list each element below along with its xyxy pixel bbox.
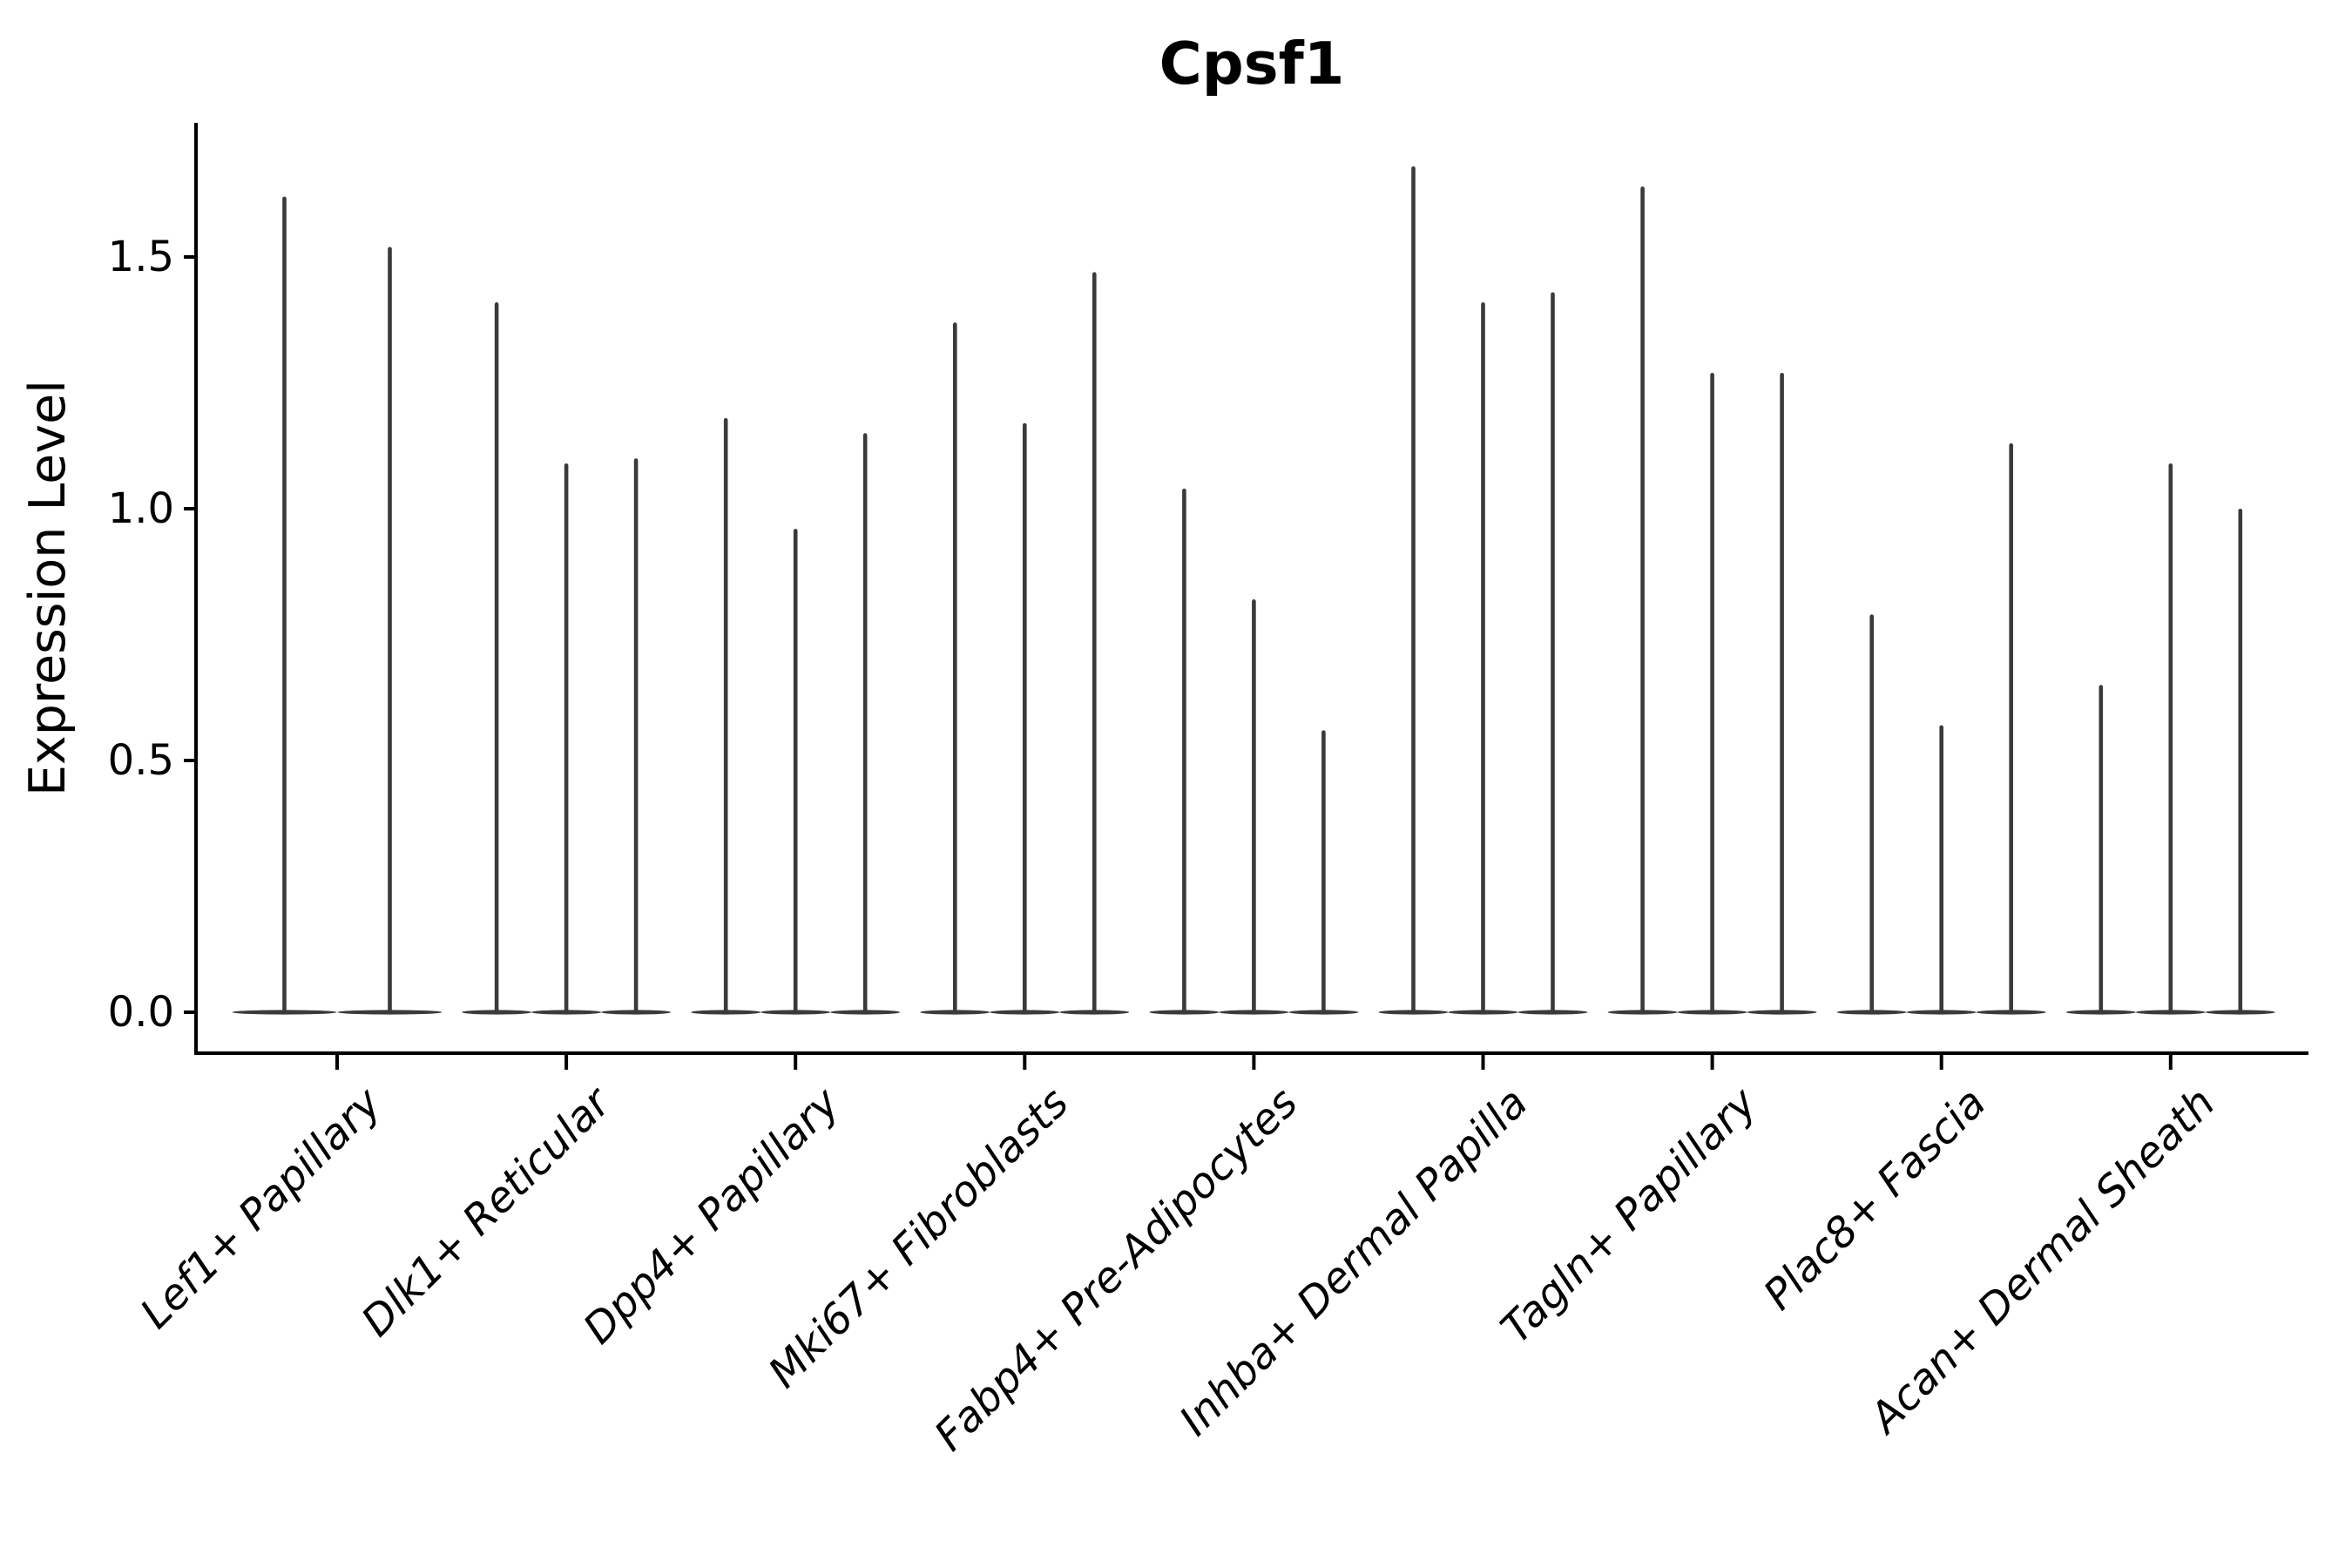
y-tick-label: 0.5 bbox=[107, 736, 174, 785]
violin-base bbox=[830, 1010, 901, 1015]
violin-base bbox=[2065, 1010, 2136, 1015]
violin-spike bbox=[494, 302, 499, 1012]
violin-spike bbox=[862, 433, 868, 1012]
violin-spike bbox=[723, 417, 728, 1013]
violin-base bbox=[531, 1010, 602, 1015]
violin-spike bbox=[1551, 292, 1555, 1013]
violin-spike bbox=[388, 247, 392, 1012]
y-tick-label: 0.0 bbox=[107, 988, 174, 1037]
violin-spike bbox=[953, 322, 957, 1012]
violin-base bbox=[1219, 1010, 1289, 1015]
violin-base bbox=[1517, 1010, 1588, 1015]
violin-spike bbox=[2238, 509, 2243, 1012]
violin-base bbox=[1747, 1010, 1817, 1015]
violin-spike bbox=[793, 529, 798, 1012]
violin-base bbox=[1976, 1010, 2046, 1015]
violin-spike bbox=[1939, 725, 1943, 1012]
violin-base bbox=[760, 1010, 831, 1015]
violin-spike bbox=[1182, 488, 1186, 1012]
violin-spike bbox=[1321, 730, 1326, 1012]
violin-base bbox=[1448, 1010, 1518, 1015]
violin-base bbox=[232, 1010, 337, 1015]
violin-spike bbox=[1869, 614, 1874, 1012]
y-tick-label: 1.0 bbox=[107, 484, 174, 533]
violin-base bbox=[2135, 1010, 2206, 1015]
violin-spike bbox=[1640, 186, 1645, 1012]
violin-base bbox=[1059, 1010, 1130, 1015]
violin-base bbox=[990, 1010, 1060, 1015]
violin-base bbox=[1149, 1010, 1220, 1015]
violin-base bbox=[920, 1010, 990, 1015]
y-tick-label: 1.5 bbox=[107, 233, 174, 281]
violin-spike bbox=[564, 463, 569, 1012]
violin-spike bbox=[1023, 422, 1027, 1012]
violin-base bbox=[1906, 1010, 1977, 1015]
violin-base bbox=[1288, 1010, 1359, 1015]
chart-title: Cpsf1 bbox=[1159, 30, 1345, 98]
violin-spike bbox=[633, 458, 639, 1012]
violin-spike bbox=[1780, 372, 1784, 1012]
violin-spike bbox=[1092, 272, 1097, 1013]
violin-spike bbox=[1411, 166, 1416, 1012]
violin-spike bbox=[1710, 372, 1714, 1012]
violin-base bbox=[1677, 1010, 1747, 1015]
violin-spike bbox=[2099, 685, 2104, 1012]
violin-spike bbox=[1252, 599, 1256, 1012]
violin-spike bbox=[2168, 463, 2173, 1012]
violin-base bbox=[462, 1010, 532, 1015]
violin-base bbox=[2205, 1010, 2275, 1015]
violin-base bbox=[691, 1010, 761, 1015]
violin-base bbox=[601, 1010, 672, 1015]
violin-base bbox=[1378, 1010, 1449, 1015]
violin-base bbox=[337, 1010, 443, 1015]
violin-base bbox=[1607, 1010, 1678, 1015]
violin-spike bbox=[282, 196, 287, 1012]
violin-spike bbox=[2009, 443, 2013, 1012]
violin-spike bbox=[1481, 302, 1485, 1012]
violin-base bbox=[1836, 1010, 1907, 1015]
